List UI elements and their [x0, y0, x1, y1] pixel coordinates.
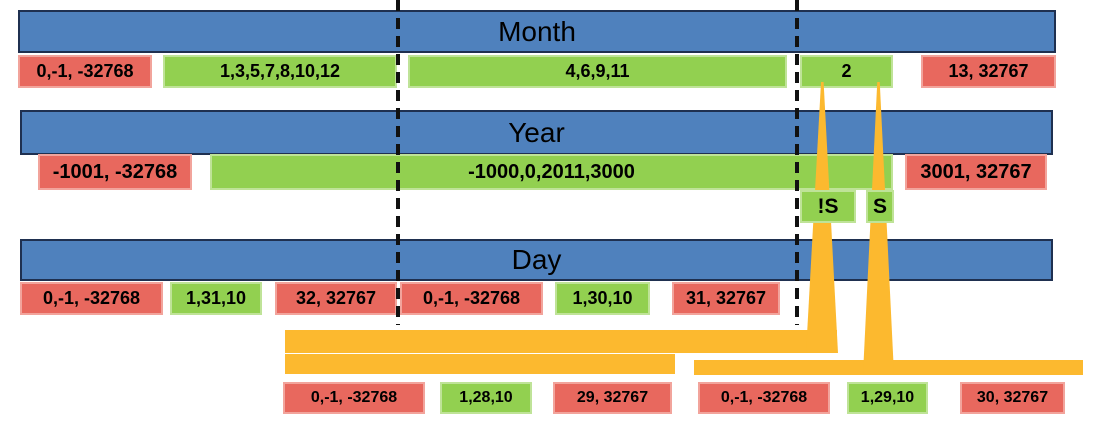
day30-partition-invalid-low: 0,-1, -32768 — [400, 282, 543, 315]
month-partition-31day-months: 1,3,5,7,8,10,12 — [163, 55, 397, 88]
feb29-partition-valid: 1,29,10 — [847, 382, 928, 414]
partition-label: 2 — [841, 61, 852, 81]
partition-label: 31, 32767 — [685, 288, 767, 308]
day30-partition-invalid-high: 31, 32767 — [672, 282, 780, 315]
year-partition-valid: -1000,0,2011,3000 — [210, 154, 893, 190]
month-partition-invalid-high: 13, 32767 — [921, 55, 1056, 88]
flow-bar-feb-notleap-lower — [285, 354, 675, 374]
leap-flag-leap: S — [866, 190, 894, 223]
partition-label: -1001, -32768 — [52, 160, 178, 183]
partition-label: 4,6,9,11 — [565, 61, 630, 81]
month-partition-february: 2 — [800, 55, 893, 88]
year-title: Year — [508, 116, 565, 148]
day31-partition-invalid-low: 0,-1, -32768 — [20, 282, 163, 315]
flow-bar-feb-notleap-upper — [285, 330, 837, 353]
partition-label: 0,-1, -32768 — [42, 288, 141, 308]
feb29-partition-invalid-high: 30, 32767 — [960, 382, 1065, 414]
feb28-partition-invalid-high: 29, 32767 — [553, 382, 672, 414]
leap-flag-not-leap: !S — [800, 190, 856, 223]
partition-label: 0,-1, -32768 — [720, 389, 808, 406]
feb28-partition-invalid-low: 0,-1, -32768 — [283, 382, 425, 414]
day-title: Day — [511, 244, 562, 275]
day31-partition-invalid-high: 32, 32767 — [275, 282, 397, 315]
month-partition-30day-months: 4,6,9,11 — [408, 55, 787, 88]
partition-label: 29, 32767 — [576, 389, 649, 406]
day31-partition-valid: 1,31,10 — [170, 282, 262, 315]
partition-label: 30, 32767 — [976, 389, 1049, 406]
feb28-partition-valid: 1,28,10 — [440, 382, 532, 414]
day30-partition-valid: 1,30,10 — [555, 282, 650, 315]
flag-label: !S — [817, 194, 839, 218]
partition-label: 3001, 32767 — [920, 160, 1032, 183]
partition-label: 0,-1, -32768 — [422, 288, 521, 308]
boundary-dashed-line-right — [795, 0, 799, 325]
month-partition-invalid-low: 0,-1, -32768 — [18, 55, 152, 88]
year-partition-invalid-low: -1001, -32768 — [38, 154, 192, 190]
partition-label: 1,3,5,7,8,10,12 — [219, 61, 341, 81]
month-bar: Month — [18, 10, 1056, 53]
year-partition-invalid-high: 3001, 32767 — [905, 154, 1047, 190]
feb29-partition-invalid-low: 0,-1, -32768 — [698, 382, 830, 414]
month-title: Month — [498, 15, 576, 47]
flag-label: S — [872, 194, 887, 218]
year-bar: Year — [20, 110, 1053, 155]
day-bar: Day — [20, 239, 1053, 281]
partition-label: 1,28,10 — [459, 389, 513, 406]
partition-label: -1000,0,2011,3000 — [468, 160, 635, 183]
partition-label: 1,31,10 — [185, 288, 247, 308]
partition-label: 13, 32767 — [948, 61, 1029, 81]
partition-label: 32, 32767 — [295, 288, 377, 308]
partition-label: 0,-1, -32768 — [36, 61, 134, 81]
partition-label: 0,-1, -32768 — [310, 389, 398, 406]
partition-label: 1,30,10 — [572, 288, 633, 308]
partition-label: 1,29,10 — [860, 389, 915, 406]
boundary-dashed-line-left — [396, 0, 400, 325]
